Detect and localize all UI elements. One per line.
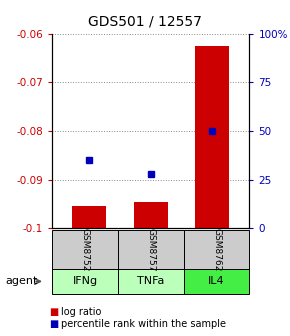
Bar xyxy=(134,202,168,228)
Text: GSM8752: GSM8752 xyxy=(81,228,90,271)
Text: GDS501 / 12557: GDS501 / 12557 xyxy=(88,15,202,29)
Text: agent: agent xyxy=(6,277,38,286)
Text: GSM8757: GSM8757 xyxy=(146,228,155,271)
Text: IFNg: IFNg xyxy=(72,277,98,286)
Text: GSM8762: GSM8762 xyxy=(212,228,221,271)
Text: percentile rank within the sample: percentile rank within the sample xyxy=(61,319,226,329)
Text: IL4: IL4 xyxy=(208,277,225,286)
Text: ■: ■ xyxy=(49,319,59,329)
Bar xyxy=(195,46,229,228)
Text: ■: ■ xyxy=(49,307,59,317)
Text: log ratio: log ratio xyxy=(61,307,101,317)
Bar xyxy=(72,206,106,228)
Text: TNFa: TNFa xyxy=(137,277,164,286)
